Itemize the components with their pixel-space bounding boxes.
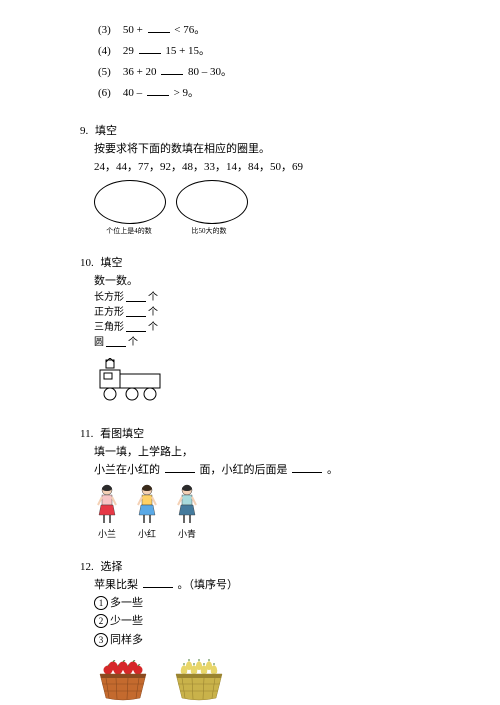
- option-item[interactable]: 1多一些: [94, 594, 460, 613]
- text-fragment: 36 + 20: [123, 66, 157, 78]
- apple-basket: [94, 658, 152, 705]
- option-number: 3: [94, 633, 108, 647]
- kid-name: 小红: [134, 527, 160, 540]
- kid-figure: 小青: [174, 483, 200, 540]
- sub-number: (6): [98, 83, 111, 104]
- count-row: 三角形 个: [94, 320, 460, 335]
- problem-11: 11. 看图填空 填一填，上学路上， 小兰在小红的 面，小红的后面是 。 小兰小…: [80, 425, 460, 540]
- problem-title: 填空: [101, 257, 123, 269]
- count-table: 长方形个正方形个三角形个圆个: [94, 290, 460, 350]
- text-fragment: 15 + 15。: [165, 45, 210, 57]
- blank-input[interactable]: [148, 22, 170, 33]
- blank-input[interactable]: [126, 323, 146, 332]
- text-fragment: 29: [123, 45, 134, 57]
- problem-9: 9. 填空 按要求将下面的数填在相应的圈里。 24，44，77，92，48，33…: [80, 122, 460, 236]
- line-1: 填一填，上学路上，: [94, 443, 460, 459]
- shape-name: 三角形: [94, 320, 124, 335]
- option-number: 2: [94, 614, 108, 628]
- oval-left-label: 个位上是4的数: [94, 226, 164, 236]
- count-row: 正方形 个: [94, 305, 460, 320]
- sub-number: (4): [98, 41, 111, 62]
- kid-name: 小青: [174, 527, 200, 540]
- blank-input[interactable]: [143, 577, 173, 588]
- number-list: 24，44，77，92，48，33，14，84，50，69: [94, 158, 460, 174]
- problem-number: 12.: [80, 561, 94, 573]
- oval-left[interactable]: [94, 180, 166, 224]
- problem-number: 10.: [80, 257, 94, 269]
- expr: 40 – > 9。: [123, 83, 199, 104]
- truck-figure: [94, 358, 460, 407]
- blank-input[interactable]: [161, 64, 183, 75]
- text-fragment: < 76。: [174, 24, 205, 36]
- prompt: 苹果比梨 。（填序号）: [94, 576, 460, 592]
- kid-figure: 小红: [134, 483, 160, 540]
- expr: 36 + 20 80 – 30。: [123, 62, 232, 83]
- unit: 个: [148, 305, 158, 320]
- option-text: 少一些: [110, 615, 143, 627]
- unit: 个: [148, 290, 158, 305]
- shape-name: 圆: [94, 335, 104, 350]
- sub-item: (5) 36 + 20 80 – 30。: [98, 62, 460, 83]
- problem-title: 看图填空: [100, 428, 144, 440]
- option-number: 1: [94, 596, 108, 610]
- count-row: 圆个: [94, 335, 460, 350]
- sub-number: (5): [98, 62, 111, 83]
- problem-title: 填空: [95, 125, 117, 137]
- text-fragment: 50 +: [123, 24, 143, 36]
- kids-row: 小兰 小红 小青: [94, 483, 460, 540]
- text-fragment: 苹果比梨: [94, 579, 138, 591]
- problem-10: 10. 填空 数一数。 长方形个正方形个三角形个圆个: [80, 254, 460, 407]
- text-fragment: 40 –: [123, 87, 142, 99]
- line-2: 小兰在小红的 面，小红的后面是 。: [94, 461, 460, 477]
- shape-name: 长方形: [94, 290, 124, 305]
- kid-name: 小兰: [94, 527, 120, 540]
- expr: 50 + < 76。: [123, 20, 205, 41]
- unit: 个: [148, 320, 158, 335]
- blank-input[interactable]: [126, 308, 146, 317]
- blank-input[interactable]: [106, 338, 126, 347]
- blank-input[interactable]: [139, 43, 161, 54]
- shape-name: 正方形: [94, 305, 124, 320]
- problem-12: 12. 选择 苹果比梨 。（填序号） 1多一些2少一些3同样多: [80, 558, 460, 705]
- sub-number: (3): [98, 20, 111, 41]
- text-fragment: 。（填序号）: [178, 579, 239, 591]
- text-fragment: > 9。: [174, 87, 199, 99]
- blank-input[interactable]: [292, 462, 322, 473]
- option-text: 多一些: [110, 597, 143, 609]
- venn-ovals: [94, 180, 460, 224]
- count-row: 长方形 个: [94, 290, 460, 305]
- expr: 29 15 + 15。: [123, 41, 210, 62]
- text-fragment: 面，小红的后面是: [200, 464, 288, 476]
- problem-8-continuation: (3) 50 + < 76。 (4) 29 15 + 15。 (5) 36 + 20 80…: [80, 20, 460, 104]
- pear-basket: [170, 658, 228, 705]
- unit: 个: [128, 335, 138, 350]
- subtitle: 数一数。: [94, 272, 460, 288]
- text-fragment: 80 – 30。: [188, 66, 232, 78]
- option-text: 同样多: [110, 634, 143, 646]
- oval-labels: 个位上是4的数 比50大的数: [94, 226, 460, 236]
- blank-input[interactable]: [147, 85, 169, 96]
- blank-input[interactable]: [126, 293, 146, 302]
- kid-figure: 小兰: [94, 483, 120, 540]
- sub-item: (3) 50 + < 76。: [98, 20, 460, 41]
- sub-item: (6) 40 – > 9。: [98, 83, 460, 104]
- instruction: 按要求将下面的数填在相应的圈里。: [94, 140, 460, 156]
- options-list: 1多一些2少一些3同样多: [94, 594, 460, 650]
- blank-input[interactable]: [165, 462, 195, 473]
- sub-item: (4) 29 15 + 15。: [98, 41, 460, 62]
- oval-right-label: 比50大的数: [174, 226, 244, 236]
- option-item[interactable]: 2少一些: [94, 612, 460, 631]
- problem-number: 11.: [80, 428, 93, 440]
- baskets-row: [94, 658, 460, 705]
- text-fragment: 小兰在小红的: [94, 464, 160, 476]
- text-fragment: 。: [327, 464, 338, 476]
- oval-right[interactable]: [176, 180, 248, 224]
- problem-title: 选择: [101, 561, 123, 573]
- problem-number: 9.: [80, 125, 88, 137]
